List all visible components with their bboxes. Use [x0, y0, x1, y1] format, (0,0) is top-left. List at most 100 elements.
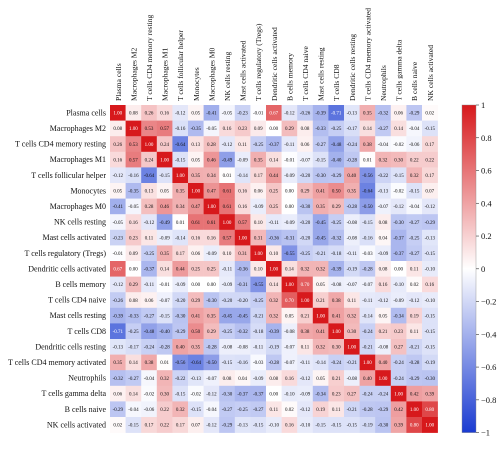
cell-value-label: -0.37 [237, 392, 248, 397]
cell-value-label: -0.18 [253, 330, 264, 335]
heatmap-cell [250, 385, 267, 402]
heatmap-cell [344, 385, 360, 402]
heatmap-cell [219, 261, 236, 277]
cell-value-label: 0.25 [269, 190, 278, 195]
heatmap-cell [297, 261, 314, 277]
cell-value-label: 0.14 [363, 127, 372, 132]
cell-value-label: 0.01 [160, 361, 169, 366]
heatmap-cell [328, 401, 345, 418]
heatmap-cell [344, 401, 360, 418]
heatmap-cell [234, 385, 251, 402]
heatmap-cell [203, 417, 220, 433]
cell-value-label: -0.25 [253, 299, 264, 304]
heatmap-cell [359, 167, 376, 184]
cell-value-label: -0.49 [159, 221, 170, 226]
heatmap-cell [281, 105, 298, 121]
cell-value-label: 0.35 [191, 346, 200, 351]
heatmap-cell [375, 167, 392, 184]
heatmap-cell [281, 307, 298, 324]
heatmap-cell [125, 214, 142, 231]
cell-value-label: 0.40 [379, 361, 388, 366]
heatmap-cell [328, 120, 345, 137]
heatmap-cell [219, 229, 236, 246]
cell-value-label: 0.27 [394, 346, 403, 351]
cell-value-label: -0.22 [175, 377, 186, 382]
cell-value-label: 0.00 [269, 392, 278, 397]
cell-value-label: 0.42 [394, 408, 403, 413]
cell-value-label: -0.09 [284, 174, 295, 179]
cell-value-label: -0.07 [159, 299, 170, 304]
cell-value-label: 0.19 [316, 408, 325, 413]
cell-value-label: -0.35 [128, 190, 139, 195]
heatmap-cell [312, 105, 329, 121]
column-label: Neutrophils [379, 65, 388, 101]
heatmap-cell [234, 214, 251, 231]
heatmap-cell [390, 214, 407, 231]
cell-value-label: -0.11 [347, 252, 358, 257]
heatmap-cell [110, 229, 126, 246]
cell-value-label: 0.29 [332, 205, 341, 210]
heatmap-cell [422, 292, 438, 309]
heatmap-cell [203, 370, 220, 387]
heatmap-cell [328, 339, 345, 355]
heatmap-cell [266, 198, 282, 215]
cell-value-label: 0.16 [285, 424, 294, 429]
cell-value-label: -0.02 [144, 392, 155, 397]
heatmap-cell [359, 385, 376, 402]
cell-value-label: -0.30 [222, 392, 233, 397]
heatmap-cell [328, 370, 345, 387]
cell-value-label: 0.80 [410, 424, 419, 429]
cell-value-label: 0.35 [254, 158, 263, 163]
cell-value-label: 0.00 [191, 283, 200, 288]
heatmap-cell [422, 385, 438, 402]
cell-value-label: -0.07 [284, 361, 295, 366]
cell-value-label: 0.17 [176, 252, 185, 257]
heatmap-cell [250, 198, 267, 215]
heatmap-cell [344, 136, 360, 153]
row-label: Macrophages M2 [50, 124, 106, 133]
cell-value-label: 0.35 [160, 252, 169, 257]
cell-value-label: 0.32 [269, 314, 278, 319]
cell-value-label: -0.14 [315, 361, 326, 366]
cell-value-label: -0.01 [253, 112, 264, 117]
cell-value-label: 0.16 [425, 283, 434, 288]
cell-value-label: 0.09 [254, 127, 263, 132]
cell-value-label: -0.10 [425, 299, 436, 304]
heatmap-cell [406, 323, 423, 340]
cell-value-label: -0.35 [191, 127, 202, 132]
heatmap-cell [250, 292, 267, 309]
heatmap-cell [297, 167, 314, 184]
heatmap-cell [172, 120, 189, 137]
cell-value-label: 0.08 [129, 299, 138, 304]
heatmap-cell [312, 292, 329, 309]
cell-value-label: -0.09 [222, 283, 233, 288]
heatmap-cell [172, 214, 189, 231]
cell-value-label: -0.40 [331, 158, 342, 163]
heatmap-cell [250, 307, 267, 324]
cell-value-label: 0.00 [285, 190, 294, 195]
heatmap-cell [125, 370, 142, 387]
heatmap-cell [203, 136, 220, 153]
heatmap-cell [422, 136, 438, 153]
heatmap-cell [110, 151, 126, 168]
heatmap-cell [359, 214, 376, 231]
cell-value-label: -0.05 [206, 127, 217, 132]
heatmap-cell [156, 151, 173, 168]
heatmap-cell [406, 370, 423, 387]
heatmap-cell [188, 417, 204, 433]
heatmap-cell [266, 339, 282, 355]
cell-value-label: -0.36 [269, 236, 280, 241]
heatmap-cell [188, 307, 204, 324]
heatmap-cell-values: 1.00 0.08 0.26 0.16 -0.12 0.05 -0.41 -0.05 -0.23… [113, 112, 436, 429]
cell-value-label: 0.02 [113, 424, 122, 429]
cell-value-label: -0.15 [315, 424, 326, 429]
heatmap-cell [188, 370, 204, 387]
heatmap-cell [110, 183, 126, 199]
heatmap-cell [188, 167, 204, 184]
row-label: T cells follicular helper [31, 171, 106, 180]
cell-value-label: -0.07 [206, 377, 217, 382]
cell-value-label: -0.29 [409, 377, 420, 382]
heatmap-cell [188, 261, 204, 277]
heatmap-cell [344, 214, 360, 231]
cell-value-label: -0.37 [393, 252, 404, 257]
